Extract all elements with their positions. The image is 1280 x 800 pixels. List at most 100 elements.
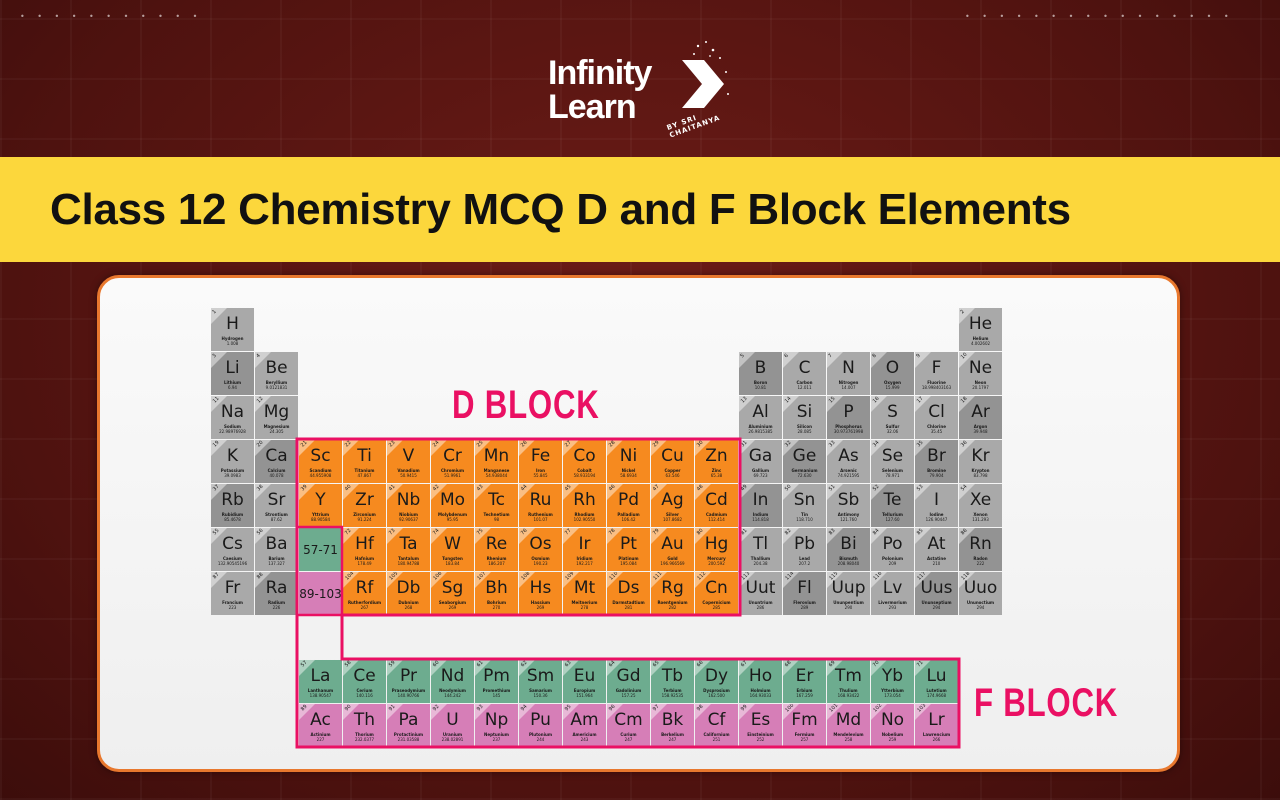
element-symbol: Cf — [707, 710, 726, 730]
atomic-weight: 39.0983 — [224, 473, 241, 478]
element-symbol: At — [927, 534, 946, 554]
element-symbol: Be — [265, 358, 288, 378]
atomic-weight: 183.84 — [445, 561, 460, 566]
atomic-weight: 244 — [536, 737, 545, 742]
element-gd: 64 Gd Gadolinium 157.25 — [607, 660, 650, 703]
atomic-weight: 157.25 — [621, 693, 636, 698]
atomic-weight: 190.23 — [533, 561, 548, 566]
atomic-weight: 20.1797 — [972, 385, 989, 390]
atomic-weight: 106.42 — [621, 517, 636, 522]
element-eu: 63 Eu Europium 151.964 — [563, 660, 606, 703]
element-symbol: Np — [484, 710, 509, 730]
element-symbol: Th — [353, 710, 376, 730]
element-symbol: Ca — [265, 446, 288, 466]
element-symbol: Na — [220, 402, 245, 422]
element-mt: 109 Mt Meitnerium 278 — [563, 572, 606, 615]
element-rg: 111 Rg Roentgenium 282 — [651, 572, 694, 615]
atomic-weight: 15.999 — [885, 385, 900, 390]
element-si: 14 Si Silicon 28.085 — [783, 396, 826, 439]
element-br: 35 Br Bromine 79.904 — [915, 440, 958, 483]
element-name: Aluminium — [748, 424, 773, 429]
atomic-weight: 237 — [492, 737, 501, 742]
atomic-weight: 85.4678 — [224, 517, 241, 522]
element-name: Oxygen — [883, 380, 901, 385]
element-as: 33 As Arsenic 74.921595 — [827, 440, 870, 483]
element-name: Chlorine — [927, 424, 946, 429]
element-tb: 65 Tb Terbium 158.92535 — [651, 660, 694, 703]
element-am: 95 Am Americium 243 — [563, 704, 606, 747]
element-symbol: Ac — [310, 710, 331, 730]
atomic-weight: 208.98040 — [837, 561, 860, 566]
atomic-weight: 4.002602 — [970, 341, 991, 346]
element-symbol: He — [968, 314, 993, 334]
element-name: Beryllium — [265, 380, 288, 385]
element-pu: 94 Pu Plutonium 244 — [519, 704, 562, 747]
atomic-weight: 107.8682 — [662, 517, 683, 522]
element-symbol: As — [838, 446, 859, 466]
element-ar: 18 Ar Argon 39.948 — [959, 396, 1002, 439]
element-symbol: Ru — [529, 490, 552, 510]
element-symbol: Fl — [797, 578, 812, 598]
atomic-weight: 126.90447 — [925, 517, 948, 522]
element-lr: 103 Lr Lawrencium 266 — [915, 704, 958, 747]
element-symbol: Uup — [831, 578, 866, 598]
atomic-weight: 282 — [668, 605, 677, 610]
element-kr: 36 Kr Krypton 83.798 — [959, 440, 1002, 483]
element-symbol: Ce — [353, 666, 376, 686]
element-hf: 72 Hf Hafnium 178.49 — [343, 528, 386, 571]
element-name: Phosphorus — [835, 424, 862, 429]
element-tl: 81 Tl Thallium 204.38 — [739, 528, 782, 571]
element-symbol: Tb — [661, 666, 684, 686]
element-xe: 54 Xe Xenon 131.293 — [959, 484, 1002, 527]
element-symbol: Cu — [661, 446, 684, 466]
element-co: 27 Co Cobalt 58.933194 — [563, 440, 606, 483]
element-symbol: Cm — [614, 710, 643, 730]
chevron-logo-icon — [682, 41, 729, 108]
atomic-weight: 88.90584 — [310, 517, 331, 522]
element-symbol: Bi — [840, 534, 857, 554]
decorative-dots-right: • • • • • • • • • • • • • • • • — [965, 12, 1234, 21]
element-sr: 38 Sr Strontium 87.62 — [255, 484, 298, 527]
element-name: Rubidium — [221, 512, 244, 517]
element-symbol: Gd — [616, 666, 641, 686]
element-fr: 87 Fr Francium 223 — [211, 572, 254, 615]
atomic-weight: 22.98976928 — [219, 429, 246, 434]
atomic-weight: 112.414 — [708, 517, 725, 522]
element-name: Francium — [222, 600, 243, 605]
element-symbol: Ba — [265, 534, 288, 554]
element-symbol: Ta — [399, 534, 418, 554]
element-li: 3 Li Lithium 6.94 — [211, 352, 254, 395]
element-symbol: Cd — [705, 490, 728, 510]
element-re: 75 Re Rhenium 186.207 — [475, 528, 518, 571]
atomic-weight: 144.242 — [444, 693, 461, 698]
element-name: Caesium — [222, 556, 243, 561]
element-symbol: Ds — [617, 578, 640, 598]
lanthanide-placeholder: 57-71 — [299, 528, 342, 571]
element-symbol: Nd — [440, 666, 465, 686]
element-symbol: Hs — [529, 578, 552, 598]
atomic-weight: 98 — [493, 517, 500, 522]
element-ra: 88 Ra Radium 226 — [255, 572, 298, 615]
d-block-label: D BLOCK — [452, 383, 600, 427]
atomic-weight: 50.9415 — [400, 473, 417, 478]
element-symbol: Co — [573, 446, 596, 466]
element-tc: 43 Tc Technetium 98 — [475, 484, 518, 527]
atomic-weight: 102.90550 — [573, 517, 596, 522]
atomic-weight: 145 — [492, 693, 501, 698]
element-symbol: Si — [796, 402, 813, 422]
atomic-weight: 30.973761998 — [833, 429, 864, 434]
element-lu: 71 Lu Lutetium 174.9668 — [915, 660, 958, 703]
atomic-weight: 204.38 — [753, 561, 768, 566]
atomic-weight: 286 — [756, 605, 765, 610]
element-uut: 113 Uut Ununtrium 286 — [739, 572, 782, 615]
element-ru: 44 Ru Ruthenium 101.07 — [519, 484, 562, 527]
atomic-weight: 137.327 — [268, 561, 285, 566]
element-ca: 20 Ca Calcium 40.078 — [255, 440, 298, 483]
atomic-weight: 12.011 — [797, 385, 812, 390]
atomic-weight: 252 — [756, 737, 765, 742]
atomic-weight: 174.9668 — [926, 693, 947, 698]
element-lv: 116 Lv Livermorium 293 — [871, 572, 914, 615]
element-symbol: Rf — [355, 578, 374, 598]
element-symbol: S — [887, 402, 898, 422]
atomic-weight: 186.207 — [488, 561, 505, 566]
